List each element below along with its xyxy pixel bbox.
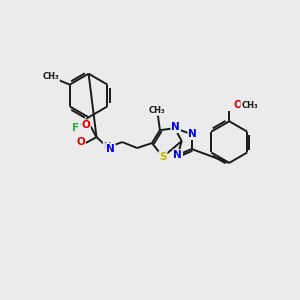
Text: S: S xyxy=(159,152,166,162)
Text: N: N xyxy=(106,144,115,154)
Text: O: O xyxy=(81,120,90,130)
Text: H: H xyxy=(103,142,111,151)
Text: N: N xyxy=(188,129,197,139)
Text: O: O xyxy=(76,137,85,147)
Text: O: O xyxy=(233,100,242,110)
Text: F: F xyxy=(72,123,79,133)
Text: CH₃: CH₃ xyxy=(241,101,258,110)
Text: N: N xyxy=(173,150,182,160)
Text: CH₃: CH₃ xyxy=(148,106,165,115)
Text: N: N xyxy=(171,122,180,132)
Text: CH₃: CH₃ xyxy=(43,72,59,81)
